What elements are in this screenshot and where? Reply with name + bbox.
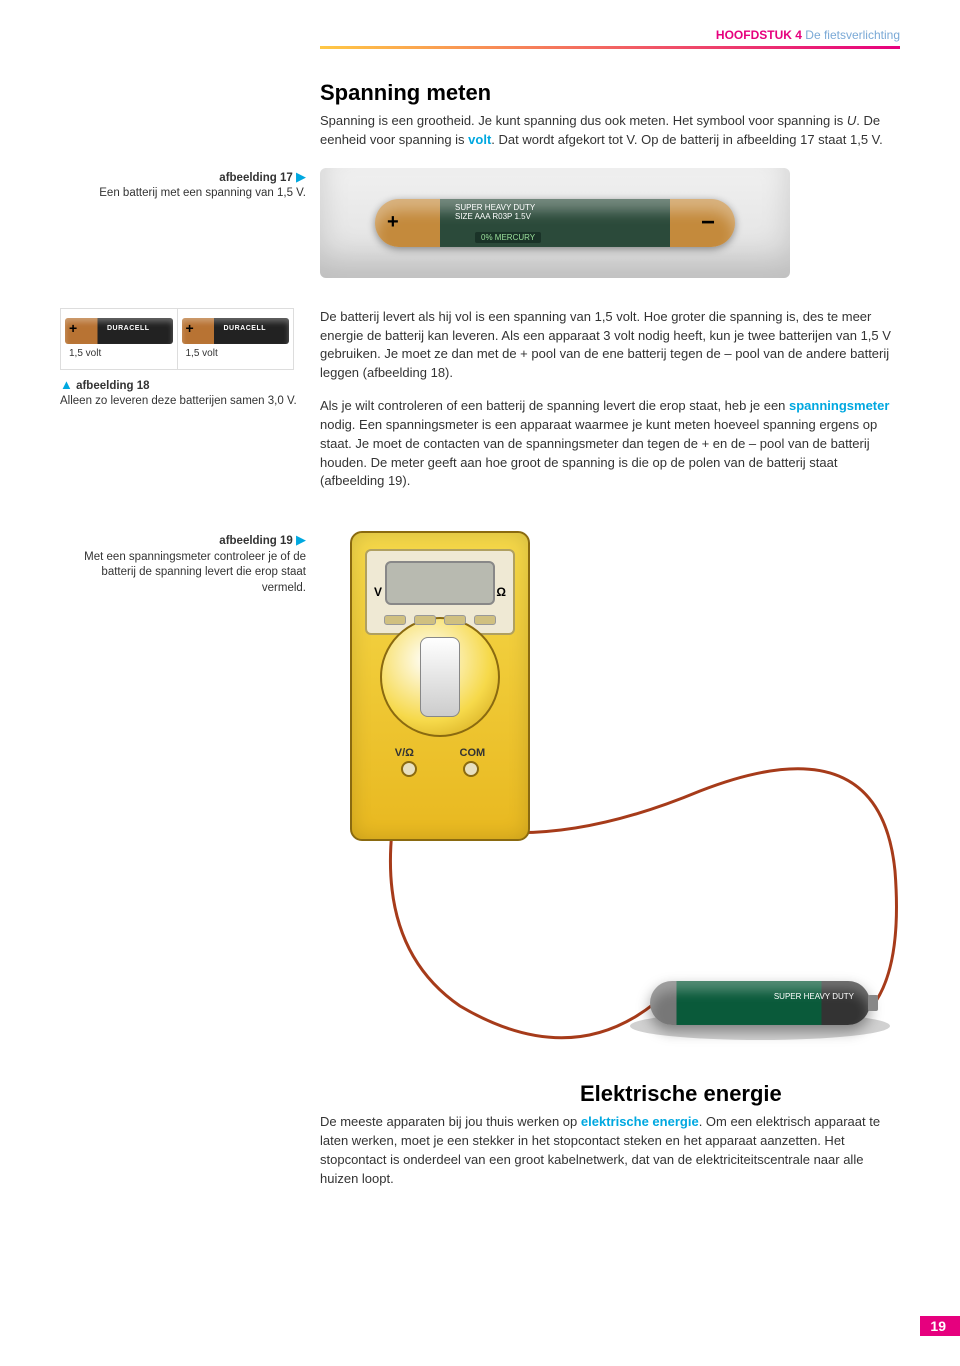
chapter-number: HOOFDSTUK 4 [716,28,802,42]
page-number: 19 [920,1316,960,1336]
chapter-header: HOOFDSTUK 4 De fietsverlichting [320,28,960,42]
figure-18-caption: ▲ afbeelding 18 Alleen zo leveren deze b… [60,376,320,410]
chapter-title: De fietsverlichting [805,28,900,42]
figure-19-row: afbeelding 19 ▶ Met een spanningsmeter c… [60,531,900,1071]
figure-17-image: + SUPER HEAVY DUTY SIZE AAA R03P 1.5V 0%… [320,168,900,278]
header-rule [320,46,900,49]
intro-paragraph: Spanning is een grootheid. Je kunt spann… [320,112,900,150]
battery-icon: SUPER HEAVY DUTY [650,981,870,1025]
body-text: De meeste apparaten bij jou thuis werken… [320,1113,900,1188]
figure-17-row: afbeelding 17 ▶ Een batterij met een spa… [60,168,900,278]
figure-17-caption: afbeelding 17 ▶ Een batterij met een spa… [60,168,320,278]
figure-19-caption: afbeelding 19 ▶ Met een spanningsmeter c… [60,531,320,596]
figure-18-image: DURACELL 1,5 volt DURACELL 1,5 volt [60,308,294,370]
figure-18-and-body-row: DURACELL 1,5 volt DURACELL 1,5 volt ▲ af… [60,308,900,506]
body-text: De batterij levert als hij vol is een sp… [320,308,900,506]
triangle-right-icon: ▶ [296,169,306,184]
section-heading: Elektrische energie [580,1081,900,1107]
aaa-battery-icon: + SUPER HEAVY DUTY SIZE AAA R03P 1.5V 0%… [375,199,735,247]
section-heading: Spanning meten [320,80,900,106]
figure-19-image: V Ω V/Ω COM SUPER HEAVY DUTY [320,531,900,1071]
triangle-up-icon: ▲ [60,377,73,392]
multimeter-icon: V Ω V/Ω COM [350,531,530,841]
triangle-right-icon: ▶ [296,532,306,547]
